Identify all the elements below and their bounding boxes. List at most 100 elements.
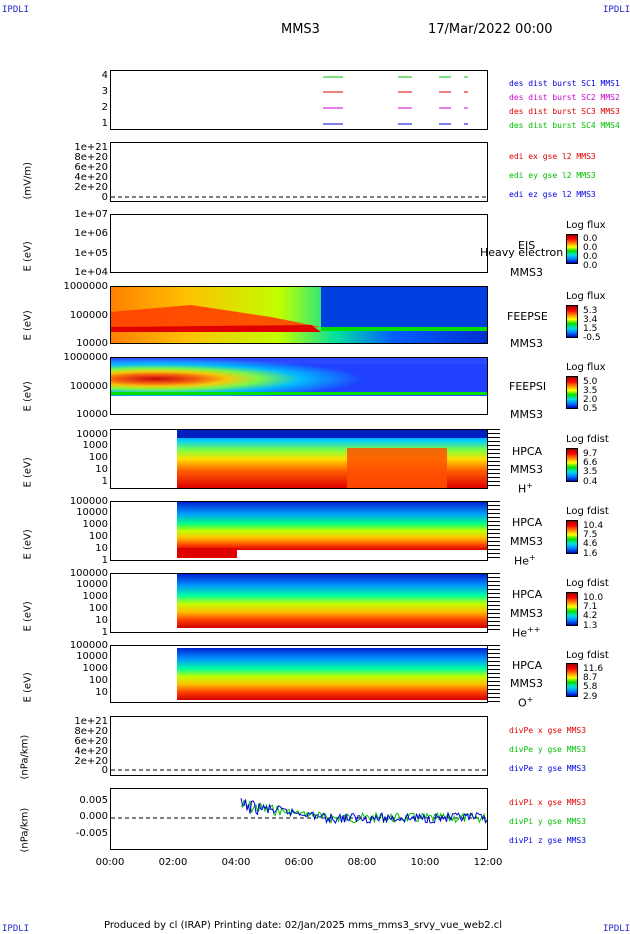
y-tick: 4e+20	[74, 746, 108, 757]
y-tick: 4e+20	[74, 172, 108, 183]
colorbar-tick: 0.0	[583, 252, 598, 262]
y-tick: 0.000	[79, 811, 108, 822]
y-tick: 1	[101, 627, 108, 638]
axis-ticks	[488, 645, 500, 703]
colorbar-tick: 4.2	[583, 611, 598, 621]
y-axis-label: E (eV)	[22, 310, 34, 341]
colorbar-title: Log flux	[566, 291, 606, 302]
axis-ticks	[488, 573, 500, 633]
low-flux-region	[177, 430, 487, 438]
species-label: H+	[518, 481, 533, 496]
instrument-label: FEEPSI	[509, 380, 547, 393]
colorbar-tick: 1.5	[583, 324, 598, 334]
flux-field	[177, 574, 487, 628]
legend-series: des dist burst SC3 MMS3	[509, 107, 620, 116]
y-tick: 100000	[69, 568, 108, 579]
colorbar-tick: 0.0	[583, 261, 598, 271]
y-tick: 0.005	[79, 795, 108, 806]
panel-hpca-he2	[110, 573, 488, 633]
y-tick: 0	[101, 192, 108, 203]
panel-burst-flags	[110, 70, 488, 130]
hpca-h-spectrogram	[177, 430, 487, 488]
colorbar-tick: 0.0	[583, 243, 598, 253]
y-tick: 10000	[76, 338, 108, 349]
y-tick: 10000	[76, 579, 108, 590]
y-tick: 2	[101, 102, 108, 113]
y-tick: 10000	[76, 651, 108, 662]
legend-series: des dist burst SC1 MMS1	[509, 79, 620, 88]
panel-hpca-he	[110, 501, 488, 561]
y-tick: 8e+20	[74, 152, 108, 163]
panel-divpe	[110, 716, 488, 776]
colorbar-tick: 5.8	[583, 682, 598, 692]
instrument-label: HPCA	[512, 516, 543, 529]
legend-series: des dist burst SC4 MMS4	[509, 121, 620, 130]
colorbar-tick: 0.4	[583, 477, 598, 487]
peak-flux-region	[111, 325, 321, 332]
y-tick: 10000	[76, 409, 108, 420]
date-label: 17/Mar/2022 00:00	[428, 22, 553, 37]
y-axis-label: (nPa/km)	[19, 734, 31, 780]
y-tick: 1	[101, 555, 108, 566]
y-axis-label: E (eV)	[22, 529, 34, 560]
y-tick: 1e+04	[74, 267, 108, 278]
y-tick: 1000	[82, 519, 108, 530]
colorbar-tick: 2.9	[583, 692, 598, 702]
page-title: MMS3	[281, 22, 320, 37]
spacecraft-label: MMS3	[510, 337, 543, 350]
colorbar-tick: 1.6	[583, 549, 598, 559]
colorbar-title: Log fdist	[566, 434, 609, 445]
edi-plot	[111, 196, 487, 198]
colorbar-tick: 4.6	[583, 539, 598, 549]
high-flux-region	[347, 448, 447, 488]
colorbar-tick: 3.4	[583, 315, 598, 325]
y-tick: 100000	[69, 640, 108, 651]
divpi-plot	[111, 797, 488, 825]
spacecraft-label: MMS3	[510, 535, 543, 548]
divpe-plot	[111, 769, 487, 771]
y-tick: 100	[88, 675, 108, 686]
legend-series: divPe x gse MMS3	[509, 726, 587, 735]
y-axis-label: E (eV)	[22, 241, 34, 272]
spacecraft-label: MMS3	[510, 463, 543, 476]
colorbar-tick: 10.4	[583, 521, 604, 531]
y-tick: 0	[101, 765, 108, 776]
colorbar-tick: 3.5	[583, 467, 598, 477]
y-tick: 1	[101, 118, 108, 129]
y-axis-label: E (eV)	[22, 672, 34, 703]
y-axis-label: E (eV)	[22, 381, 34, 412]
y-tick: 1e+07	[74, 209, 108, 220]
y-axis-label: (nPa/km)	[19, 807, 31, 853]
y-tick: 1e+21	[74, 716, 108, 727]
y-tick: 1000	[82, 663, 108, 674]
colorbar-tick: 7.1	[583, 602, 598, 612]
colorbar	[566, 592, 578, 626]
axis-ticks	[488, 429, 500, 489]
colorbar-tick: 2.0	[583, 395, 598, 405]
colorbar-tick: 3.5	[583, 386, 598, 396]
high-flux-region	[111, 358, 487, 396]
hpca-he2-spectrogram	[177, 574, 487, 628]
spacecraft-label: MMS3	[510, 677, 543, 690]
y-tick: 100000	[69, 310, 108, 321]
y-tick: 2e+20	[74, 182, 108, 193]
y-tick: 1	[101, 476, 108, 487]
spacecraft-label: MMS3	[510, 266, 543, 279]
high-flux-region	[111, 305, 321, 332]
y-tick: 4	[101, 70, 108, 81]
species-label: He+	[514, 553, 536, 568]
y-tick: 10000	[76, 429, 108, 440]
y-tick: 100	[88, 452, 108, 463]
legend-series: edi ez gse l2 MMS3	[509, 190, 596, 199]
colorbar-title: Log fdist	[566, 650, 609, 661]
y-tick: 100	[88, 603, 108, 614]
y-tick: 10000	[76, 507, 108, 518]
legend-series: divPi y gse MMS3	[509, 817, 587, 826]
x-tick: 08:00	[347, 857, 377, 868]
panel-edi-e	[110, 142, 488, 202]
hpca-he-spectrogram	[177, 502, 487, 558]
x-tick: 00:00	[95, 857, 125, 868]
y-tick: 1000	[82, 591, 108, 602]
y-tick: -0.005	[75, 828, 108, 839]
legend-series: divPi x gse MMS3	[509, 798, 587, 807]
